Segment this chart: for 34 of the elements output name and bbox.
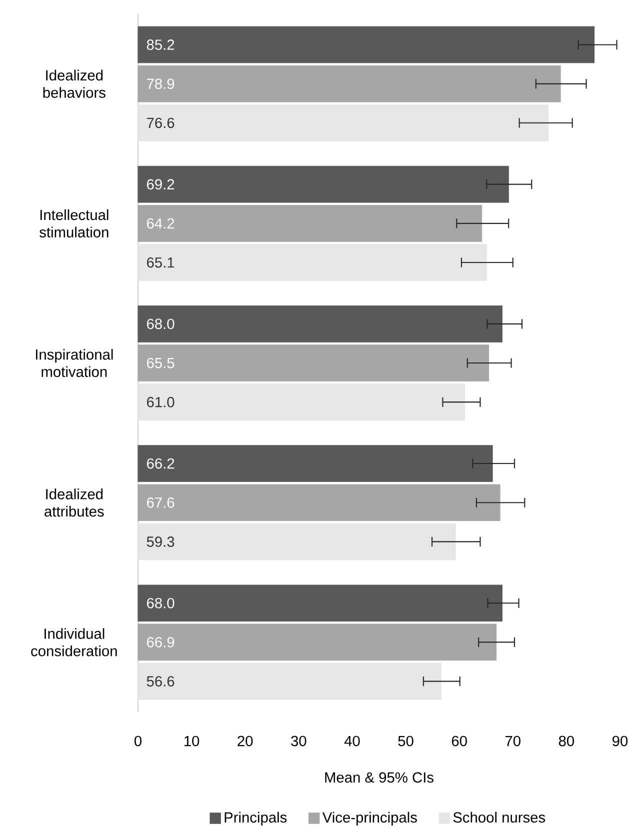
data-label: 69.2 xyxy=(147,179,174,190)
y-tick-label: Idealized attributes xyxy=(44,488,104,517)
data-label: 65.5 xyxy=(147,358,174,368)
data-label: 85.2 xyxy=(146,40,174,50)
x-tick-label: 10 xyxy=(184,736,200,746)
data-label: 68.0 xyxy=(147,318,174,330)
data-label: 76.6 xyxy=(147,118,174,128)
y-tick-label: Intellectual stimulation xyxy=(40,209,108,238)
legend-label: Principals xyxy=(224,812,287,826)
legend-label: School nurses xyxy=(453,812,546,823)
y-tick-label: Individual consideration xyxy=(31,628,117,656)
x-tick-label: 0 xyxy=(134,736,142,746)
x-tick-label: 30 xyxy=(291,736,306,746)
x-tick-label: 60 xyxy=(452,736,467,746)
legend-label: Vice-principals xyxy=(322,812,417,826)
x-tick-label: 40 xyxy=(344,736,360,746)
data-label: 59.3 xyxy=(146,536,174,547)
x-tick-label: 50 xyxy=(398,736,414,746)
x-tick-label: 80 xyxy=(558,736,574,746)
data-label: 65.1 xyxy=(147,257,174,268)
data-label: 64.2 xyxy=(147,218,174,229)
data-label: 78.9 xyxy=(147,78,174,89)
data-label: 67.6 xyxy=(147,497,174,508)
x-tick-label: 70 xyxy=(505,736,520,746)
y-tick-label: Idealized behaviors xyxy=(43,70,106,98)
x-tick-label: 90 xyxy=(612,736,628,746)
data-label: 66.9 xyxy=(147,637,174,648)
x-tick-label: 20 xyxy=(238,736,253,746)
y-tick-label: Inspirational motivation xyxy=(36,348,113,378)
data-label: 66.2 xyxy=(147,458,174,469)
data-label: 61.0 xyxy=(147,396,174,408)
x-axis-title: Mean & 95% CIs xyxy=(325,772,434,783)
data-label: 68.0 xyxy=(147,598,174,608)
data-label: 56.6 xyxy=(146,676,174,686)
